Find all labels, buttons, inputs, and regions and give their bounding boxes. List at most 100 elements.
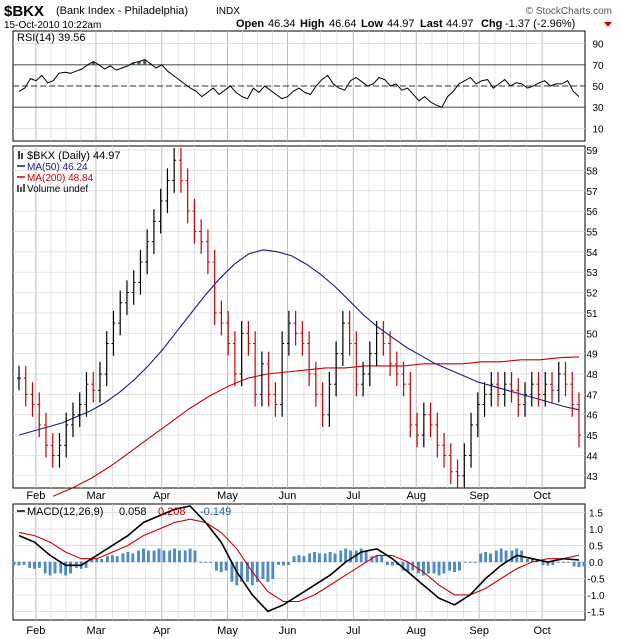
macd-histogram-bar (448, 561, 452, 571)
legend-bar (17, 185, 19, 192)
macd-histogram-bar (499, 548, 503, 563)
macd-histogram-bar (106, 556, 109, 563)
macd-histogram-bar (33, 561, 36, 569)
macd-histogram-bar (308, 553, 312, 563)
macd-tick-label: 0.5 (589, 542, 603, 553)
macd-histogram-bar (146, 550, 150, 563)
macd-histogram-bar (178, 550, 181, 563)
macd-histogram-bar (282, 561, 285, 566)
price-tick-label: 49 (586, 350, 598, 361)
macd-histogram-bar (137, 550, 140, 563)
high-value: 46.64 (329, 18, 357, 30)
macd-histogram-bar (17, 561, 21, 566)
x-tick-label: Mar (86, 625, 105, 637)
macd-tick-label: 0.0 (589, 558, 603, 569)
macd-histogram-bar (53, 561, 57, 574)
macd-histogram-bar (157, 548, 161, 563)
macd-histogram-bar (489, 553, 492, 563)
macd-histogram-bar (219, 561, 223, 573)
macd-histogram-bar (463, 561, 467, 563)
macd-histogram-bar (328, 551, 332, 563)
macd-histogram-bar (38, 561, 41, 568)
macd-legend-value: 0.208 (158, 506, 186, 518)
macd-legend-value: -0.149 (200, 506, 231, 518)
macd-histogram-bar (193, 550, 197, 563)
price-tick-label: 45 (586, 431, 598, 442)
chg-value: -1.37 (-2.96%) (505, 18, 575, 30)
macd-histogram-bar (261, 561, 265, 579)
macd-histogram-bar (48, 561, 52, 576)
x-tick-label: Sep (469, 625, 489, 637)
macd-histogram-bar (183, 550, 187, 563)
macd-histogram-bar (69, 561, 72, 574)
macd-histogram-bar (349, 550, 352, 563)
macd-histogram-bar (557, 561, 560, 563)
macd-histogram-bar (313, 551, 316, 563)
macd-histogram-bar (199, 561, 203, 563)
macd-histogram-bar (59, 561, 63, 574)
macd-histogram-bar (28, 561, 32, 568)
down-triangle-icon (604, 22, 612, 27)
price-legend-item: $BKX (Daily) 44.97 (27, 150, 121, 162)
macd-tick-label: -0.5 (587, 574, 605, 585)
macd-histogram-bar (473, 561, 477, 563)
macd-histogram-bar (22, 561, 26, 565)
price-tick-label: 44 (586, 451, 598, 462)
price-tick-label: 46 (586, 411, 598, 422)
macd-histogram-bar (115, 556, 119, 563)
price-legend-item: Volume undef (27, 184, 88, 195)
price-legend-item: MA(50) 46.24 (27, 162, 88, 173)
rsi-line (18, 58, 580, 108)
price-tick-label: 50 (586, 329, 598, 340)
x-tick-label: Apr (153, 490, 170, 502)
price-tick-label: 43 (586, 472, 598, 483)
macd-histogram-bar (240, 561, 244, 582)
macd-histogram-bar (526, 559, 529, 563)
macd-histogram-bar (43, 561, 47, 574)
macd-histogram-bar (188, 548, 192, 563)
macd-histogram-bar (131, 553, 135, 563)
volume-bars-icon (17, 184, 25, 192)
macd-histogram-bar (386, 561, 389, 565)
macd-histogram-bar (479, 553, 483, 563)
macd-histogram-bar (224, 561, 228, 571)
macd-histogram-bar (417, 561, 420, 574)
low-value: 44.97 (387, 18, 415, 30)
x-tick-label: Mar (86, 490, 105, 502)
watermark: © StockCharts.com (526, 6, 612, 17)
price-tick-label: 55 (586, 227, 598, 238)
macd-histogram-bar (504, 550, 508, 563)
x-tick-label: Jul (346, 625, 360, 637)
x-tick-label: Feb (26, 490, 45, 502)
macd-histogram-bar (432, 561, 436, 574)
macd-histogram-bar (566, 561, 570, 563)
macd-histogram-bar (168, 550, 172, 563)
macd-histogram-bar (333, 553, 337, 563)
macd-histogram-bar (577, 561, 581, 568)
macd-histogram-bar (162, 550, 166, 563)
open-value: 46.34 (268, 18, 296, 30)
macd-legend-value: 0.058 (119, 506, 147, 518)
macd-histogram-bar (582, 561, 586, 567)
price-tick-label: 53 (586, 268, 598, 279)
x-axis-labels-middle: Feb Mar Apr May Jun Jul Aug Sep Oct (26, 490, 550, 502)
rsi-tick-label: 90 (592, 40, 604, 51)
macd-histogram-bar (364, 550, 368, 563)
low-label: Low (361, 18, 383, 30)
macd-tick-label: -1.0 (587, 591, 605, 602)
x-tick-label: Aug (406, 625, 426, 637)
x-tick-label: Oct (534, 625, 551, 637)
macd-histogram-bar (292, 556, 296, 563)
macd-histogram-bar (214, 561, 218, 571)
price-legend-item: MA(200) 48.84 (27, 173, 94, 184)
rsi-legend: RSI(14) 39.56 (17, 32, 85, 44)
macd-histogram-bar (380, 556, 384, 563)
macd-histogram-bar (100, 559, 104, 563)
macd-histogram-bar (277, 561, 280, 565)
macd-histogram-bar (152, 550, 156, 563)
legend-bar (23, 184, 25, 192)
macd-histogram-bar (12, 561, 16, 565)
rsi-tick-label: 70 (592, 61, 604, 72)
price-panel: 43 44 45 46 47 48 49 50 51 52 53 54 55 56 57 58 59 $BKX … (12, 145, 598, 497)
